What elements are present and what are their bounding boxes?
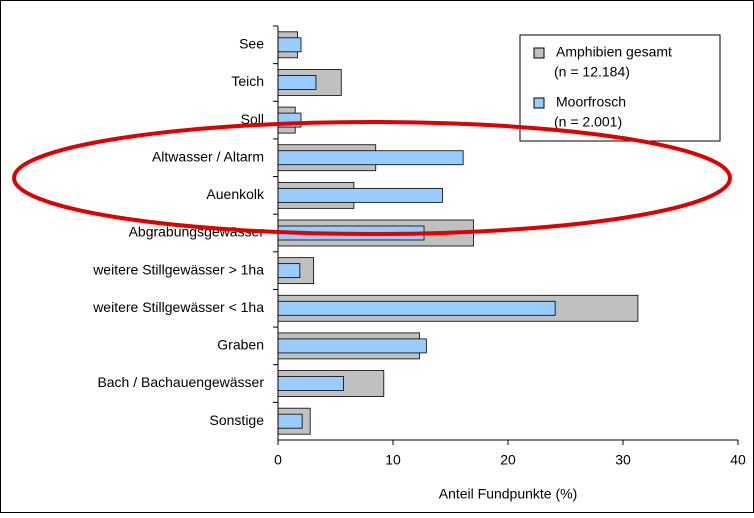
y-tick-label: weitere Stillgewässer > 1ha [92,261,264,277]
legend-swatch [533,47,545,59]
y-tick-label: Sonstige [210,412,265,428]
bar [277,338,427,354]
y-tick-label: See [239,36,264,52]
annotation-ellipse [12,120,732,236]
legend [519,34,721,142]
legend-label: Amphibien gesamt [556,44,672,60]
y-tick-label: Bach / Bachauengewässer [97,374,264,390]
x-tick-label: 0 [274,452,282,468]
bar [277,300,556,316]
legend-swatch [533,97,545,109]
x-axis-label: Anteil Fundpunkte (%) [439,486,578,502]
x-tick-label: 10 [385,452,401,468]
y-tick-label: Graben [217,337,264,353]
x-tick-label: 20 [500,452,516,468]
bar [277,150,464,166]
bar [277,263,301,279]
legend-label: Moorfrosch [556,94,626,110]
bar [277,37,302,53]
bar [277,75,317,90]
y-tick-label: Altwasser / Altarm [152,148,264,164]
y-tick-label: Teich [231,73,264,89]
x-tick-label: 30 [615,452,631,468]
bar [277,187,443,203]
x-tick-label: 40 [730,452,746,468]
bar [277,413,303,429]
legend-note: (n = 12.184) [554,64,630,80]
bar [277,376,344,391]
y-tick-label: Auenkolk [206,186,265,202]
y-tick-label: weitere Stillgewässer < 1ha [92,299,264,315]
legend-note: (n = 2.001) [554,114,622,130]
